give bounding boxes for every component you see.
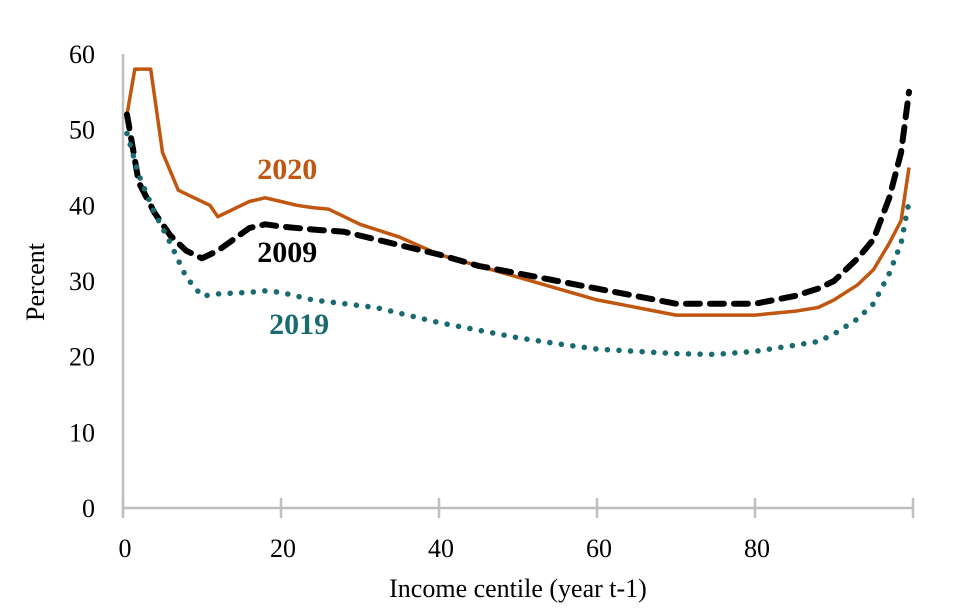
y-tick-label: 30 (69, 267, 95, 296)
series-labels: 2020 2009 2019 (257, 153, 329, 341)
series-label-2009: 2009 (257, 236, 317, 269)
series-label-2019: 2019 (269, 308, 329, 341)
series-lines (124, 67, 912, 358)
y-axis-title: Percent (21, 242, 50, 321)
y-tick-label: 0 (82, 494, 95, 523)
y-tick-label: 20 (69, 343, 95, 372)
axes (121, 54, 915, 518)
x-tick-label: 40 (428, 534, 454, 563)
series-label-2020: 2020 (257, 153, 317, 186)
y-tick-label: 60 (69, 40, 95, 69)
series-line-2009 (124, 88, 912, 307)
x-axis-title: Income centile (year t-1) (389, 574, 647, 603)
x-tick-label: 60 (586, 534, 612, 563)
x-tick-label: 20 (270, 534, 296, 563)
y-tick-label: 40 (69, 191, 95, 220)
tick-labels: 0 20 40 60 80 0 10 20 30 40 50 60 (69, 40, 770, 563)
series-line-2019 (124, 130, 912, 358)
y-tick-label: 50 (69, 116, 95, 145)
x-tick-label: 0 (119, 534, 132, 563)
y-tick-label: 10 (69, 418, 95, 447)
x-tick-label: 80 (744, 534, 770, 563)
series-line-2020 (125, 67, 911, 317)
